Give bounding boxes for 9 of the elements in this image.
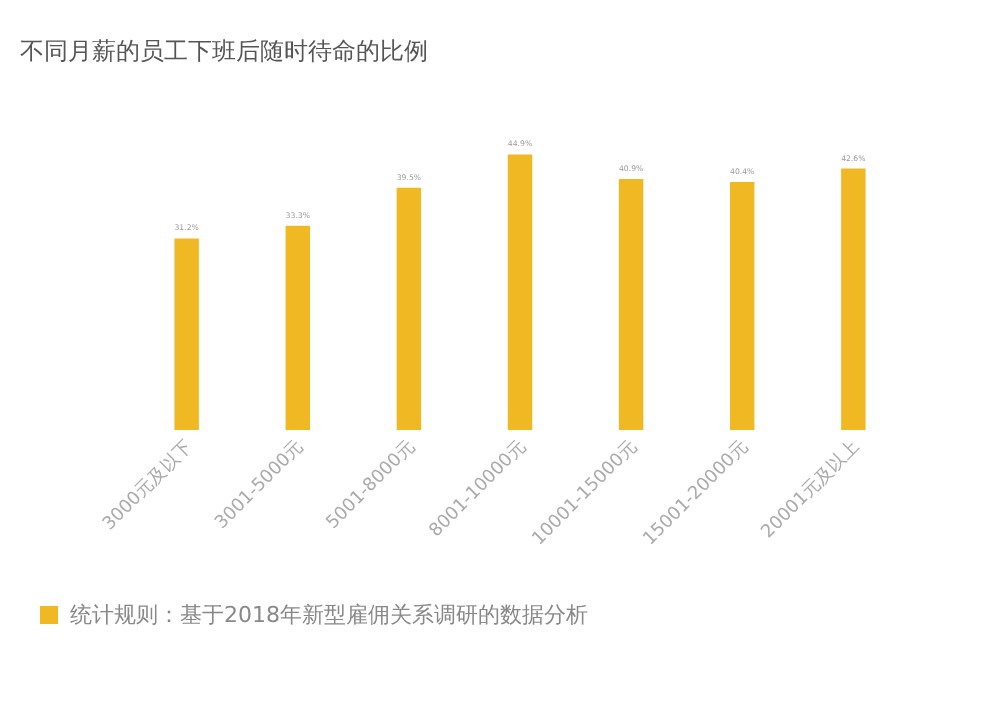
- bar: [730, 182, 755, 430]
- bar: [618, 179, 644, 430]
- text: 统计规则：基于2018年新型雇佣关系调研的数据分析: [70, 600, 588, 630]
- bar: [285, 225, 310, 430]
- bar: [396, 187, 422, 430]
- bar: [841, 168, 866, 430]
- chart-title: 不同月薪的员工下班后随时待命的比例: [20, 36, 428, 65]
- bar: [507, 154, 533, 430]
- bar: [174, 238, 199, 430]
